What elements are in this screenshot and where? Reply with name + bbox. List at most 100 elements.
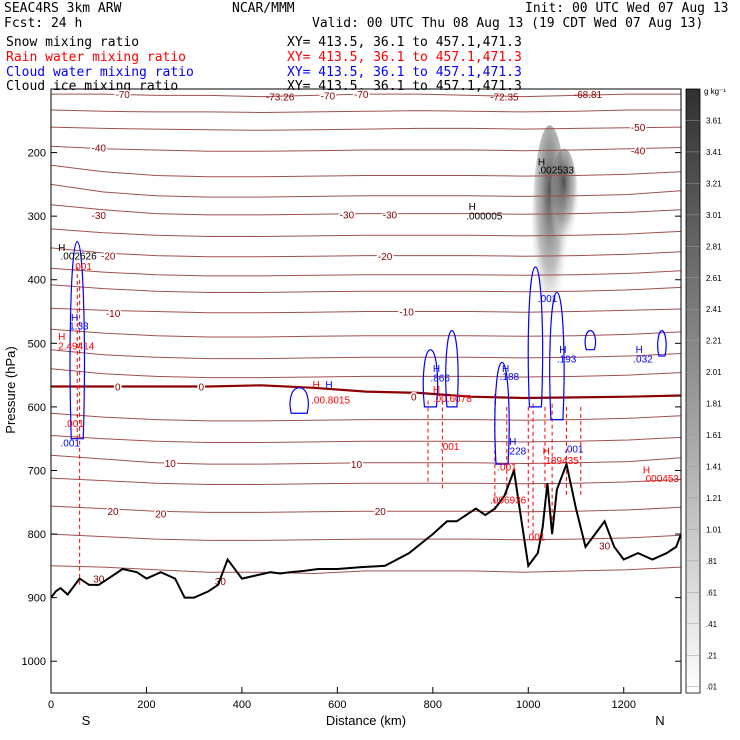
temperature-label: -50 (631, 123, 646, 134)
field-extremum-label: .001 (526, 532, 546, 543)
temperature-extreme-label: -73.26 (266, 93, 295, 104)
temperature-contour (51, 284, 681, 293)
field-label-rain: Rain water mixing ratio (6, 50, 187, 65)
y-tick-label: 400 (28, 275, 46, 287)
y-tick-label: 700 (28, 465, 46, 477)
temperature-contour (51, 228, 681, 237)
temperature-contour (51, 93, 681, 98)
temperature-contour (51, 505, 681, 513)
field-extremum-label: H (543, 447, 550, 458)
field-extremum-label: H (509, 437, 516, 448)
temperature-contour (51, 435, 681, 443)
colorbar-label: .21 (706, 651, 718, 660)
field-extremum-label: .002626 (61, 251, 98, 262)
temperature-label: -20 (101, 252, 116, 263)
cloud-water-contour (494, 361, 510, 465)
field-extremum-label: .000453 (643, 474, 680, 485)
colorbar: g kg⁻¹ 3.61 3.41 3.21 3.01 2.81 2.61 2.41 2.21 2… (685, 87, 726, 694)
field-label-cloud-water: Cloud water mixing ratio (6, 65, 194, 80)
colorbar-ramp (685, 88, 701, 694)
temperature-label: -10 (399, 308, 414, 319)
x-tick-label: 600 (328, 699, 346, 711)
field-extremum-label: 1.33 (69, 321, 89, 332)
field-extremum-label: .193 (557, 354, 577, 365)
temperature-label: -30 (383, 210, 398, 221)
organization: NCAR/MMM (232, 1, 295, 16)
temperature-contour (51, 328, 681, 338)
temperature-label: -40 (92, 143, 107, 154)
colorbar-label: 1.81 (706, 400, 722, 409)
cloud-water-contour (584, 329, 597, 351)
temperature-contour (51, 477, 681, 485)
temperature-contour (51, 412, 681, 422)
y-axis-label: Pressure (hPa) (3, 346, 18, 433)
colorbar-label: 1.41 (706, 463, 722, 472)
temperature-label: 10 (351, 460, 363, 471)
field-extremum-label: .001 (564, 445, 584, 456)
x-tick-label: 400 (233, 699, 251, 711)
x-tick-label: 200 (137, 699, 155, 711)
temperature-label: 0 (411, 393, 417, 404)
colorbar-label: 1.21 (706, 494, 722, 503)
temperature-label: -30 (92, 211, 107, 222)
colorbar-label: .61 (706, 588, 718, 597)
axes: 0 200 400 600 800 1000 12002003004005006007008… (22, 148, 681, 711)
colorbar-label: 2.01 (706, 368, 722, 377)
colorbar-label: 3.61 (706, 116, 722, 125)
temperature-label: 30 (93, 575, 105, 586)
field-extremum-label: .001 (440, 442, 460, 453)
field-extremum-label: 2.49414 (58, 342, 95, 353)
plot-area: -70 -70 -70 -50 -40 -40 -30 -30 -30 -20 -20 -10 -10 0… (51, 89, 681, 599)
y-tick-label: 500 (28, 338, 46, 350)
temperature-contour (51, 204, 681, 216)
temperature-contour (51, 368, 681, 379)
endpoint-left: S (82, 713, 91, 728)
field-label-cloud-ice: Cloud ice mixing ratio (6, 79, 179, 94)
colorbar-unit: g kg⁻¹ (704, 87, 726, 96)
colorbar-label: 2.61 (706, 274, 722, 283)
field-extremum-label: H (643, 466, 650, 477)
y-tick-label: 200 (28, 148, 46, 160)
field-extremum-label: H (71, 313, 78, 324)
temperature-contour (51, 145, 681, 152)
field-extremum-label: .189435 (543, 456, 580, 467)
field-extremum-label: .001 (61, 438, 81, 449)
temperature-label: 10 (165, 459, 177, 470)
temperature-label: -70 (354, 90, 369, 101)
y-tick-label: 600 (28, 402, 46, 414)
field-extremum-label: .001 (538, 294, 558, 305)
plot-frame (50, 88, 682, 694)
init-time: Init: 00 UTC Wed 07 Aug 13 (525, 1, 729, 16)
temperature-label: 30 (599, 541, 611, 552)
field-xy-cloud-water: XY= 413.5, 36.1 to 457.1,471.3 (287, 65, 522, 80)
colorbar-label: .01 (706, 683, 718, 692)
y-tick-label: 300 (28, 211, 46, 223)
terrain-profile (51, 460, 681, 599)
field-extremum-label: H (58, 332, 65, 343)
colorbar-label: 2.81 (706, 242, 722, 251)
field-extremum-label: .006936 (490, 496, 527, 507)
field-extremum-label: H (313, 380, 320, 391)
field-extremum-label: .002533 (538, 166, 575, 177)
endpoint-right: N (655, 713, 664, 728)
temperature-contour (51, 183, 681, 198)
field-extremum-label: H (58, 243, 65, 254)
temperature-label: -70 (115, 90, 130, 101)
temperature-contours: -70 -70 -70 -50 -40 -40 -30 -30 -30 -20 -20 -10 -10 0… (51, 89, 681, 590)
temperature-label: -20 (378, 252, 393, 263)
field-extremum-label: H (433, 364, 440, 375)
y-tick-label: 1000 (22, 656, 46, 668)
rain-water-contours (76, 267, 582, 585)
colorbar-label: 1.01 (706, 525, 722, 534)
field-extremum-label: .032 (633, 354, 653, 365)
temperature-label: 0 (115, 383, 121, 394)
x-tick-label: 1000 (516, 699, 540, 711)
temperature-label: -10 (106, 309, 121, 320)
x-tick-label: 800 (424, 699, 442, 711)
temperature-contour (51, 349, 681, 360)
temperature-contour (51, 164, 681, 178)
field-xy-snow: XY= 413.5, 36.1 to 457.1,471.3 (287, 35, 522, 50)
temperature-label: -30 (340, 210, 355, 221)
cloud-water-contours (69, 240, 667, 465)
